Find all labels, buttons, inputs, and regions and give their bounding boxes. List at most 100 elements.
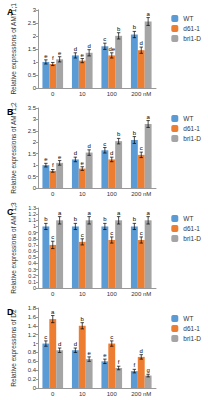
svg-text:e: e	[58, 154, 62, 160]
svg-text:b: b	[133, 130, 137, 136]
svg-text:c: c	[140, 230, 143, 236]
svg-text:e: e	[81, 160, 85, 166]
svg-text:1: 1	[33, 223, 36, 229]
svg-text:d61-1: d61-1	[183, 125, 200, 132]
svg-text:1.2: 1.2	[28, 211, 36, 217]
svg-text:1.2: 1.2	[28, 332, 37, 338]
svg-text:200 nM: 200 nM	[131, 391, 151, 397]
svg-text:d: d	[87, 43, 90, 49]
svg-text:100: 100	[107, 91, 118, 97]
svg-text:0.6: 0.6	[28, 248, 36, 254]
svg-text:0.5: 0.5	[28, 254, 36, 260]
svg-text:1.5: 1.5	[28, 46, 37, 52]
svg-text:e: e	[81, 52, 85, 58]
svg-text:0.8: 0.8	[28, 236, 36, 242]
svg-text:2.5: 2.5	[28, 20, 37, 26]
svg-text:3: 3	[33, 7, 37, 13]
svg-text:d: d	[74, 46, 77, 52]
svg-text:d61-1: d61-1	[183, 25, 200, 32]
svg-text:Relative expressions of AMT1;1: Relative expressions of AMT1;1	[10, 3, 18, 95]
svg-text:2.5: 2.5	[28, 128, 37, 134]
svg-text:d: d	[74, 341, 77, 347]
svg-text:0.4: 0.4	[28, 367, 37, 373]
svg-text:b: b	[133, 216, 137, 222]
svg-text:f: f	[52, 55, 54, 61]
svg-text:b: b	[44, 216, 48, 222]
svg-text:0.9: 0.9	[28, 230, 36, 236]
svg-text:1: 1	[33, 162, 37, 168]
svg-text:200 nM: 200 nM	[131, 291, 151, 297]
svg-text:d: d	[58, 341, 61, 347]
svg-text:0.3: 0.3	[28, 267, 36, 273]
svg-text:a: a	[117, 210, 121, 216]
svg-text:d: d	[140, 40, 143, 46]
svg-text:100: 100	[107, 291, 118, 297]
svg-text:e: e	[87, 350, 91, 356]
svg-text:0: 0	[33, 385, 37, 391]
svg-text:0.2: 0.2	[28, 376, 37, 382]
svg-text:a: a	[58, 210, 62, 216]
svg-text:0: 0	[51, 391, 55, 397]
svg-text:c: c	[140, 145, 143, 151]
svg-text:0.5: 0.5	[28, 72, 37, 78]
svg-text:0.4: 0.4	[28, 260, 36, 266]
svg-text:10: 10	[79, 191, 86, 197]
svg-text:c: c	[103, 36, 106, 42]
svg-text:bri1-D: bri1-D	[183, 135, 201, 142]
svg-text:0: 0	[51, 291, 55, 297]
svg-text:200 nM: 200 nM	[131, 91, 151, 97]
svg-text:a: a	[51, 309, 55, 315]
svg-text:g: g	[146, 367, 149, 373]
svg-text:e: e	[58, 50, 62, 56]
svg-text:b: b	[117, 131, 121, 137]
svg-text:1: 1	[33, 341, 37, 347]
svg-text:B: B	[7, 107, 14, 117]
svg-text:bri1-D: bri1-D	[183, 35, 201, 42]
svg-text:1.8: 1.8	[28, 305, 37, 311]
svg-text:c: c	[103, 141, 106, 147]
svg-text:WT: WT	[183, 215, 193, 222]
svg-text:b: b	[117, 26, 121, 32]
svg-text:bri1-D: bri1-D	[183, 335, 201, 342]
svg-text:100: 100	[107, 191, 118, 197]
svg-text:2: 2	[33, 33, 37, 39]
svg-text:c: c	[51, 234, 54, 240]
svg-text:3: 3	[33, 116, 37, 122]
svg-text:e: e	[103, 352, 107, 358]
svg-text:bri1-D: bri1-D	[183, 235, 201, 242]
svg-text:WT: WT	[183, 315, 193, 322]
svg-text:1.3: 1.3	[28, 205, 36, 211]
svg-text:0.2: 0.2	[28, 273, 36, 279]
svg-text:c: c	[110, 334, 113, 340]
svg-text:d: d	[74, 150, 77, 156]
svg-text:e: e	[44, 53, 48, 59]
svg-text:e: e	[44, 156, 48, 162]
svg-text:Relative expressions of D2: Relative expressions of D2	[10, 309, 18, 387]
svg-text:10: 10	[79, 291, 86, 297]
svg-text:1.4: 1.4	[28, 323, 37, 329]
svg-text:C: C	[7, 207, 14, 217]
svg-text:1.6: 1.6	[28, 314, 37, 320]
svg-text:d: d	[140, 348, 143, 354]
svg-text:b: b	[103, 216, 107, 222]
svg-text:de: de	[108, 46, 115, 52]
svg-text:d61-1: d61-1	[183, 325, 200, 332]
svg-text:d61-1: d61-1	[183, 225, 200, 232]
svg-text:a: a	[146, 210, 150, 216]
svg-text:a: a	[146, 11, 150, 17]
svg-text:2: 2	[33, 139, 37, 145]
svg-text:1.1: 1.1	[28, 217, 36, 223]
svg-text:c: c	[44, 334, 47, 340]
svg-text:A: A	[7, 7, 14, 17]
svg-text:a: a	[146, 114, 150, 120]
svg-text:WT: WT	[183, 115, 193, 122]
svg-text:0.1: 0.1	[28, 279, 36, 285]
svg-text:a: a	[87, 210, 91, 216]
svg-text:b: b	[133, 24, 137, 30]
svg-text:d: d	[110, 150, 113, 156]
svg-text:1.5: 1.5	[28, 151, 37, 157]
svg-text:0.8: 0.8	[28, 349, 37, 355]
svg-text:b: b	[74, 216, 78, 222]
svg-text:b: b	[81, 316, 85, 322]
svg-text:0.7: 0.7	[28, 242, 36, 248]
